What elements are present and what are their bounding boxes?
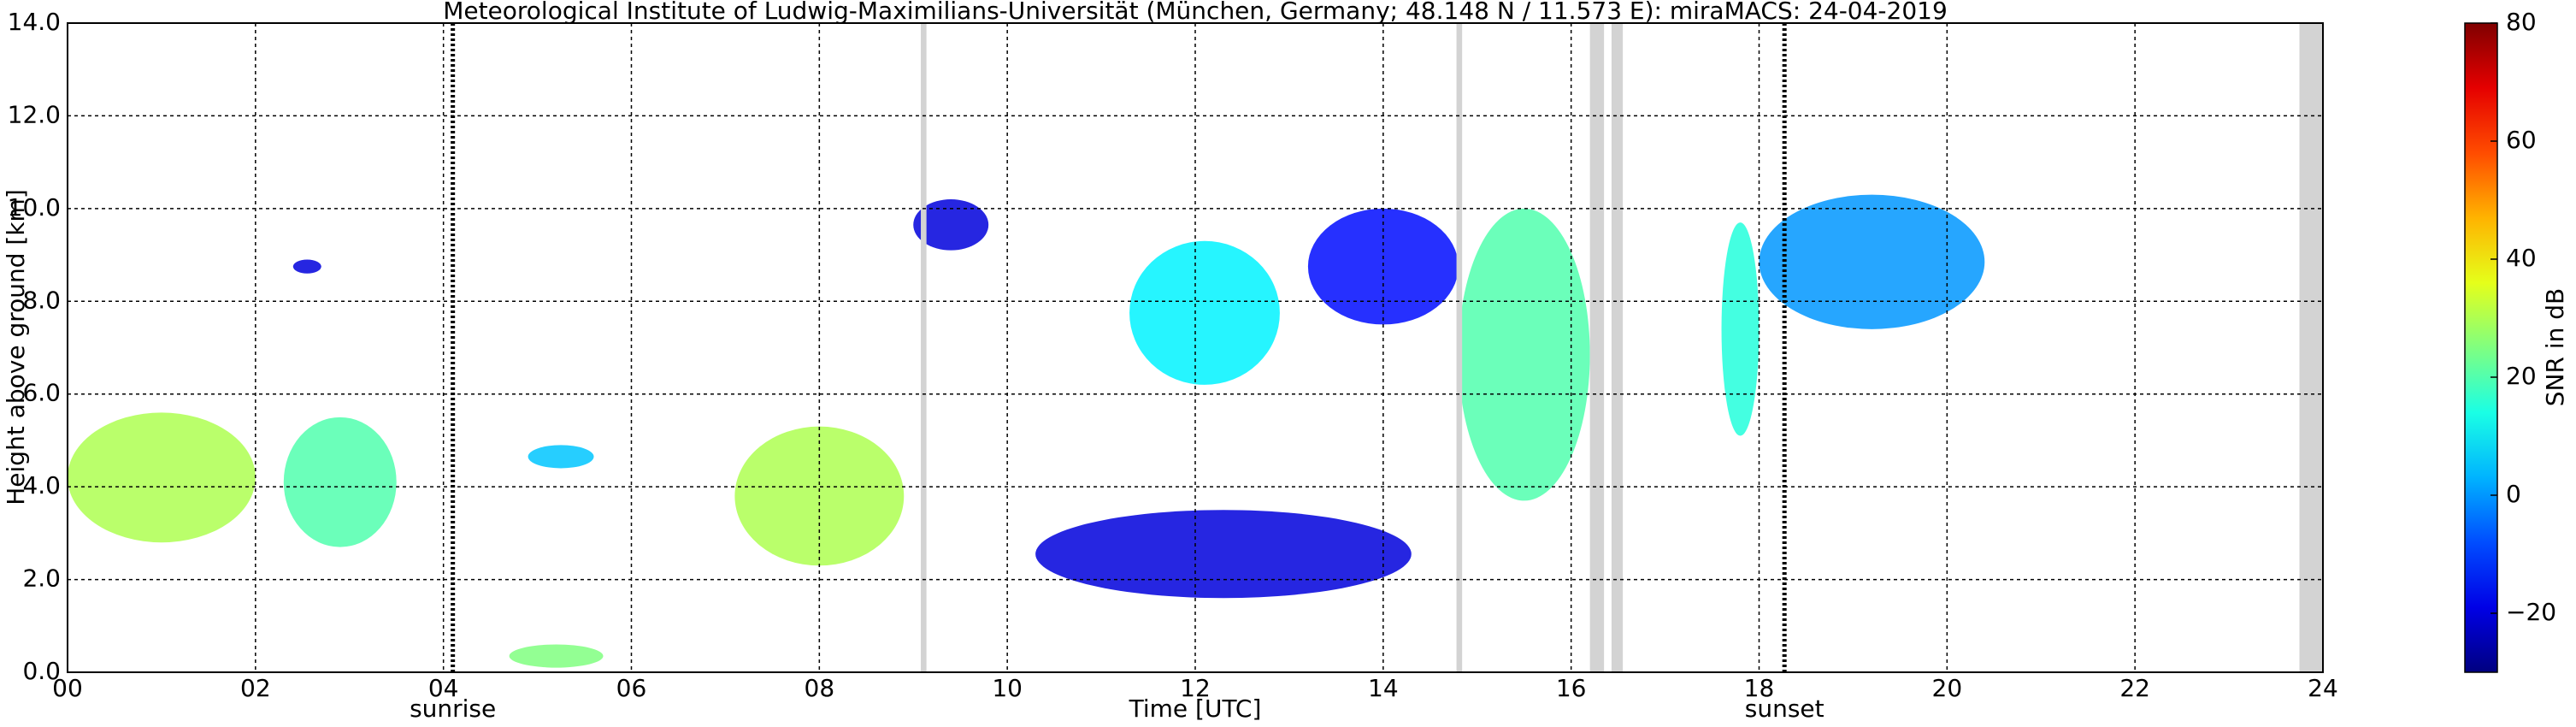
missing-data [921,23,927,672]
x-tick-label: 14 [1368,674,1399,702]
x-tick-label: 12 [1180,674,1211,702]
echo [1307,208,1459,325]
echo [1721,222,1760,436]
missing-data [1456,23,1463,672]
y-tick-label: 8.0 [22,286,61,314]
echo [68,412,256,543]
missing-data [1611,23,1624,672]
y-tick-label: 12.0 [8,100,61,128]
y-tick-label: 4.0 [22,471,61,499]
colorbar-tick-label: 20 [2506,362,2537,390]
echo [509,644,604,668]
y-tick-label: 10.0 [8,193,61,222]
x-tick-label: 02 [240,674,271,702]
colorbar-tick-label: −20 [2506,598,2556,626]
x-tick-label: 18 [1744,674,1775,702]
sun-label: sunrise [410,694,496,723]
colorbar-tick-label: 0 [2506,480,2521,508]
echo [1129,240,1280,385]
y-axis-label: Height above ground [km] [2,189,30,505]
colorbar-tick-label: 40 [2506,244,2537,272]
x-tick-label: 04 [428,674,459,702]
missing-data [1589,23,1605,672]
x-tick-label: 16 [1556,674,1587,702]
missing-data [2299,23,2323,672]
x-tick-label: 20 [1932,674,1963,702]
x-tick-label: 08 [805,674,835,702]
y-tick-label: 0.0 [22,657,61,685]
x-tick-label: 10 [992,674,1023,702]
echo [913,199,989,251]
sun-label: sunset [1745,694,1824,723]
x-tick-label: 00 [52,674,83,702]
echo [528,445,594,469]
colorbar-tick-label: 60 [2506,126,2537,154]
echo [1759,194,1985,329]
x-tick-label: 22 [2119,674,2150,702]
x-tick-label: 24 [2308,674,2338,702]
y-tick-label: 6.0 [22,379,61,407]
colorbar [2464,22,2498,673]
echo [1458,208,1590,501]
plot-frame [67,22,2324,673]
y-tick-label: 14.0 [8,8,61,36]
colorbar-tick-label: 80 [2506,8,2537,36]
echo [1035,510,1412,599]
echo [283,417,397,547]
chart-title: Meteorological Institute of Ludwig-Maxim… [443,0,1948,25]
y-tick-label: 2.0 [22,564,61,593]
echo [292,259,321,274]
x-tick-label: 06 [616,674,647,702]
colorbar-label: SNR in dB [2541,288,2569,406]
x-axis-label: Time [UTC] [1129,694,1262,723]
